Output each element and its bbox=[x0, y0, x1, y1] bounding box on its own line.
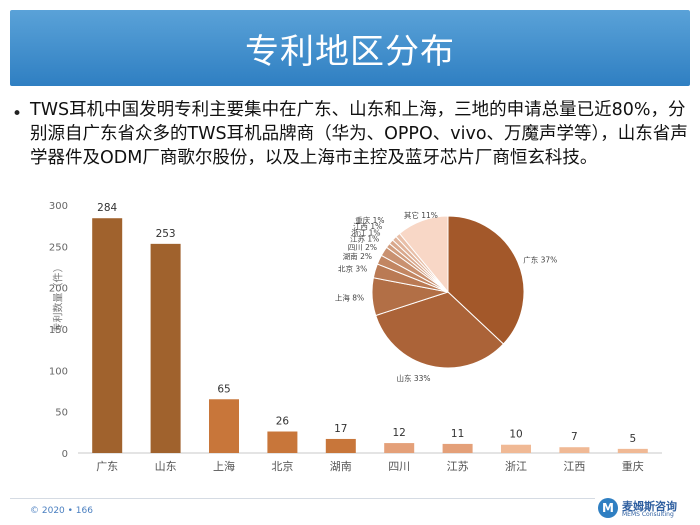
logo-subtitle: MEMS Consulting bbox=[622, 511, 674, 518]
slide-title: 专利地区分布 bbox=[245, 32, 455, 72]
logo-name: 麦姆斯咨询 bbox=[622, 500, 677, 513]
bar-value-label: 26 bbox=[276, 416, 290, 428]
y-tick-label: 200 bbox=[49, 284, 68, 295]
x-tick-label: 广东 bbox=[96, 460, 118, 473]
bar-山东 bbox=[150, 243, 181, 453]
bar-四川 bbox=[384, 443, 415, 453]
footer-divider bbox=[10, 498, 595, 499]
pie-label: 北京 3% bbox=[338, 264, 367, 274]
bar-value-label: 65 bbox=[217, 383, 230, 395]
bar-value-label: 17 bbox=[334, 423, 347, 435]
pie-slice-0 bbox=[447, 215, 525, 345]
pie-label: 其它 11% bbox=[404, 210, 438, 220]
y-tick-label: 250 bbox=[49, 242, 68, 253]
bar-value-label: 253 bbox=[156, 228, 176, 240]
bar-value-label: 284 bbox=[97, 202, 117, 214]
pie-label: 重庆 1% bbox=[355, 215, 384, 225]
bar-value-label: 5 bbox=[629, 433, 636, 445]
pie-label: 湖南 2% bbox=[343, 251, 372, 261]
pie-label: 江西 1% bbox=[353, 222, 382, 231]
bar-value-label: 11 bbox=[451, 428, 464, 440]
footer-copyright: © 2020 • 166 bbox=[30, 506, 93, 516]
bullet-text: TWS耳机中国发明专利主要集中在广东、山东和上海，三地的申请总量已近80%，分别… bbox=[30, 100, 688, 168]
x-tick-label: 山东 bbox=[155, 460, 177, 473]
bar-北京 bbox=[267, 431, 298, 453]
y-tick-label: 100 bbox=[49, 366, 68, 377]
x-tick-label: 四川 bbox=[388, 460, 410, 473]
bar-value-label: 7 bbox=[571, 431, 578, 443]
bar-value-label: 10 bbox=[509, 429, 522, 441]
bar-浙江 bbox=[501, 444, 531, 453]
x-tick-label: 重庆 bbox=[622, 459, 644, 473]
bar-上海 bbox=[209, 399, 239, 453]
bullet-marker: • bbox=[12, 104, 23, 124]
y-tick-label: 0 bbox=[62, 449, 68, 460]
bar-重庆 bbox=[617, 448, 648, 453]
x-tick-label: 上海 bbox=[213, 459, 235, 473]
pie-slice-10 bbox=[398, 215, 449, 294]
x-tick-label: 江苏 bbox=[447, 460, 469, 473]
pie-slice-1 bbox=[375, 291, 505, 369]
bar-江苏 bbox=[442, 443, 473, 453]
x-tick-label: 浙江 bbox=[505, 460, 527, 473]
title-banner: 专利地区分布 bbox=[10, 10, 690, 86]
x-tick-label: 江西 bbox=[563, 460, 585, 473]
y-tick-label: 150 bbox=[49, 325, 68, 336]
logo-icon: M bbox=[598, 498, 618, 518]
y-tick-label: 300 bbox=[49, 201, 68, 212]
pie-label: 江苏 1% bbox=[350, 234, 379, 244]
y-tick-label: 50 bbox=[55, 408, 68, 419]
bar-江西 bbox=[559, 447, 590, 453]
x-tick-label: 北京 bbox=[271, 459, 293, 473]
pie-label: 上海 8% bbox=[335, 292, 364, 302]
pie-label: 广东 37% bbox=[523, 254, 557, 264]
pie-label: 四川 2% bbox=[348, 243, 377, 252]
company-logo: M 麦姆斯咨询 MEMS Consulting bbox=[598, 496, 694, 522]
pie-label: 山东 33% bbox=[396, 373, 430, 383]
x-tick-label: 湖南 bbox=[330, 460, 352, 473]
bar-value-label: 12 bbox=[393, 427, 406, 439]
pie-label: 浙江 1% bbox=[351, 227, 380, 237]
bar-湖南 bbox=[325, 438, 356, 453]
bar-广东 bbox=[92, 218, 123, 453]
